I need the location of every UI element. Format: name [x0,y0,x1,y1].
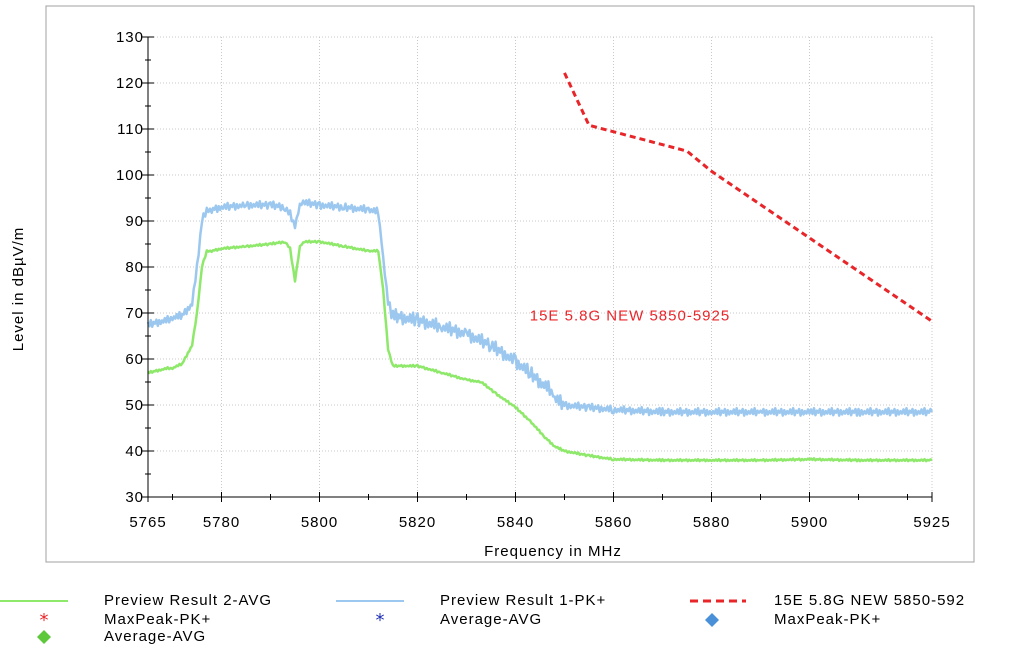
legend-item: * Average-AVG [358,611,688,629]
x-tick-label: 5800 [301,514,338,531]
legend-asterisk-icon: * [40,611,49,629]
x-tick-label: 5765 [129,514,166,531]
y-tick-label: 130 [116,29,144,46]
legend-label: MaxPeak-PK+ [774,611,882,628]
outer-frame [45,5,975,563]
legend-item: Preview Result 2-AVG [0,592,352,610]
legend-line-icon [336,600,404,602]
legend-diamond-icon [37,630,51,644]
x-tick-label: 5880 [693,514,730,531]
legend: Preview Result 2-AVG Preview Result 1-PK+… [0,588,1027,652]
y-tick-label: 70 [125,305,144,322]
legend-dashed-icon [690,599,746,603]
y-tick-label: 50 [125,397,144,414]
y-axis-label: Level in dBµV/m [10,227,27,352]
legend-label: MaxPeak-PK+ [104,611,212,628]
legend-label: Average-AVG [440,611,543,628]
legend-asterisk-icon: * [376,611,385,629]
y-tick-label: 100 [116,167,144,184]
limit-line-annotation: 15E 5.8G NEW 5850-5925 [530,307,730,324]
y-tick-label: 110 [117,121,144,138]
x-tick-label: 5900 [791,514,828,531]
chart-frame: 30 40 50 60 70 80 90 100 110 120 130 5765 5780 5800 58… [10,5,975,563]
svg-text:*: * [376,611,385,629]
y-tick-label: 40 [125,443,144,460]
legend-line-icon [0,600,68,602]
legend-item: MaxPeak-PK+ [690,611,1027,629]
x-tick-label: 5780 [203,514,240,531]
y-tick-label: 30 [125,489,144,506]
x-tick-label: 5860 [595,514,632,531]
y-tick-label: 120 [116,75,144,92]
axes [142,36,933,502]
y-tick-label: 80 [125,259,144,276]
legend-label: 15E 5.8G NEW 5850-592 [774,592,966,609]
x-tick-label: 5820 [399,514,436,531]
legend-item: 15E 5.8G NEW 5850-592 [690,592,1027,610]
series-layer [146,72,934,463]
y-tick-label: 90 [125,213,144,230]
legend-label: Average-AVG [104,628,207,645]
x-tick-label: 5925 [913,514,950,531]
legend-label: Preview Result 2-AVG [104,592,273,609]
x-axis-label: Frequency in MHz [484,543,622,560]
series-line-2 [146,198,934,417]
x-tick-label: 5840 [497,514,534,531]
legend-label: Preview Result 1-PK+ [440,592,607,609]
svg-text:*: * [40,611,49,629]
legend-diamond-icon [705,613,719,627]
series-line-1 [147,239,933,463]
legend-item: Preview Result 1-PK+ [336,592,688,610]
legend-item: Average-AVG [22,628,352,646]
tick-labels: 30 40 50 60 70 80 90 100 110 120 130 5765 5780 5800 58… [116,29,950,531]
y-tick-label: 60 [125,351,144,368]
legend-item: * MaxPeak-PK+ [22,611,352,629]
